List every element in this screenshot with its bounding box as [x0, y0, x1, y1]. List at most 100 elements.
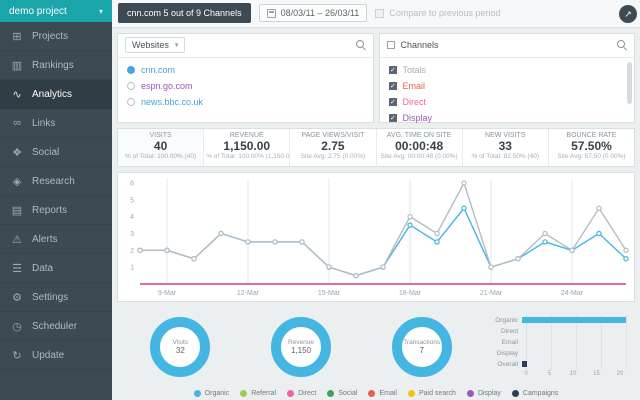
refresh-icon: ↻: [12, 349, 22, 362]
search-icon[interactable]: [617, 40, 627, 50]
project-selector[interactable]: demo project ▾: [0, 0, 112, 22]
svg-text:3: 3: [130, 231, 134, 238]
donut-ring: Visits 32: [150, 316, 211, 377]
channels-list: Totals Email Direct Display: [380, 58, 635, 130]
radio-icon[interactable]: [127, 65, 135, 74]
bar-label: Organic: [495, 316, 519, 324]
legend-item-email[interactable]: Email: [368, 389, 397, 397]
channel-item[interactable]: Email: [388, 78, 626, 94]
date-range-picker[interactable]: 08/03/11 – 26/03/11: [258, 4, 368, 23]
kpi-label: VISITS: [149, 131, 172, 139]
chevron-down-icon: ▾: [98, 6, 103, 16]
sidebar-item-scheduler[interactable]: ◷ Scheduler: [0, 312, 112, 341]
search-icon[interactable]: [355, 40, 366, 50]
legend-item-display[interactable]: Display: [466, 389, 501, 397]
checkbox-icon[interactable]: [388, 65, 397, 74]
radio-icon[interactable]: [127, 97, 135, 106]
kpi-subtext: Site Avg: 57.50 (0.00%): [557, 152, 626, 160]
selector-panels: Websites ▾ cnn.com espn.go.com news.bbc.…: [112, 28, 640, 128]
chart-legend: Organic Referral Direct Social Email Pai…: [112, 386, 640, 400]
svg-text:12-Mar: 12-Mar: [237, 290, 260, 297]
kpi-revenue[interactable]: REVENUE 1,150.00% of Total: 100.00% (1,15…: [204, 128, 291, 167]
kpi-subtext: Site Avg: 00:00:48 (0.00%): [380, 152, 458, 160]
select-all-checkbox[interactable]: [386, 41, 395, 50]
kpi-subtext: Site Avg: 2.75 (0.00%): [300, 152, 366, 160]
sidebar-item-label: Alerts: [32, 233, 58, 245]
kpi-value: 00:00:48: [395, 138, 444, 153]
line-chart-svg: 1 2 3 4 5 6 9-Mar 12-Mar 15-Mar 18-Mar 21-Mar 24-Ma…: [130, 179, 629, 297]
report-icon: ▤: [11, 204, 23, 217]
sidebar-item-alerts[interactable]: ⚠ Alerts: [0, 225, 112, 254]
sidebar-item-label: Data: [32, 262, 54, 274]
website-item[interactable]: espn.go.com: [127, 78, 364, 94]
sidebar-item-rankings[interactable]: ▥ Rankings: [0, 51, 112, 80]
sidebar-item-label: Research: [32, 175, 75, 187]
website-item[interactable]: cnn.com: [127, 62, 364, 78]
sidebar-item-label: Scheduler: [32, 320, 78, 332]
kpi-label: BOUNCE RATE: [566, 131, 617, 139]
sidebar-item-research[interactable]: ◈ Research: [0, 167, 112, 196]
website-item[interactable]: news.bbc.co.uk: [127, 94, 364, 110]
clock-icon: ◷: [12, 320, 22, 333]
donut-ring: Revenue 1,150: [271, 316, 331, 377]
sidebar-item-reports[interactable]: ▤ Reports: [0, 196, 112, 225]
sidebar-item-analytics[interactable]: ∿ Analytics: [0, 80, 112, 109]
sidebar-item-data[interactable]: ☰ Data: [0, 254, 112, 283]
share-icon: ↗: [624, 8, 632, 19]
kpi-label: NEW VISITS: [485, 131, 526, 139]
bar-row: Overall: [482, 359, 626, 370]
legend-item-direct[interactable]: Direct: [287, 389, 316, 397]
bar: [522, 361, 528, 368]
channels-panel-header: Channels: [379, 34, 634, 58]
checkbox-icon[interactable]: [388, 97, 397, 106]
bar: [522, 317, 627, 324]
legend-item-organic[interactable]: Organic: [193, 389, 229, 397]
website-label: espn.go.com: [141, 80, 193, 91]
kpi-value: 40: [153, 138, 168, 153]
share-button[interactable]: ↗: [619, 5, 637, 23]
kpi-visits[interactable]: VISITS 40% of Total: 100.00% (40): [118, 128, 205, 167]
legend-dot: [368, 389, 376, 397]
websites-dropdown-label: Websites: [132, 40, 169, 51]
legend-item-referral[interactable]: Referral: [240, 389, 276, 397]
kpi-time-on-site[interactable]: AVG. TIME ON SITE 00:00:48 Site Avg: 00:00…: [377, 128, 463, 167]
sidebar-item-links[interactable]: ∞ Links: [0, 109, 112, 138]
compare-label: Compare to previous period: [389, 8, 501, 19]
scrollbar[interactable]: [627, 61, 632, 104]
checkbox-icon[interactable]: [388, 81, 397, 90]
kpi-new-visits[interactable]: NEW VISITS 33% of Total: 82.50% (40): [463, 128, 549, 167]
channels-selector-button[interactable]: cnn.com 5 out of 9 Channels: [118, 3, 251, 24]
sidebar-item-projects[interactable]: ⊞ Projects: [0, 22, 112, 51]
sidebar-item-label: Social: [32, 146, 60, 158]
kpi-value: 2.75: [321, 138, 345, 153]
kpi-bounce-rate[interactable]: BOUNCE RATE 57.50% Site Avg: 57.50 (0.00%): [549, 129, 634, 167]
svg-text:1: 1: [130, 265, 134, 272]
channels-panel-title: Channels: [400, 40, 439, 51]
legend-item-paid-search[interactable]: Paid search: [407, 389, 456, 397]
legend-item-campaigns[interactable]: Campaigns: [511, 389, 558, 397]
chevron-down-icon: ▾: [174, 42, 179, 50]
svg-text:6: 6: [130, 181, 134, 188]
gear-icon: ⚙: [12, 291, 22, 304]
legend-item-social[interactable]: Social: [327, 389, 357, 397]
share-icon: ❖: [12, 146, 22, 159]
websites-dropdown[interactable]: Websites ▾: [125, 37, 186, 54]
compare-checkbox[interactable]: Compare to previous period: [375, 8, 500, 18]
checkbox-icon[interactable]: [388, 113, 397, 122]
timeseries-chart[interactable]: 1 2 3 4 5 6 9-Mar 12-Mar 15-Mar 18-Mar 21-Mar 24-Ma…: [117, 172, 635, 303]
kpi-pageviews[interactable]: PAGE VIEWS/VISIT 2.75 Site Avg: 2.75 (0.00…: [290, 128, 377, 167]
sidebar-item-settings[interactable]: ⚙ Settings: [0, 283, 112, 312]
legend-dot: [193, 389, 201, 397]
websites-panel-header: Websites ▾: [118, 34, 373, 58]
channel-item[interactable]: Totals: [388, 62, 626, 78]
website-label: news.bbc.co.uk: [141, 96, 204, 107]
checkbox-icon: [375, 8, 385, 18]
sidebar-item-social[interactable]: ❖ Social: [0, 138, 112, 167]
sidebar-item-update[interactable]: ↻ Update: [0, 341, 112, 370]
radio-icon[interactable]: [127, 81, 135, 90]
sidebar-item-label: Settings: [32, 291, 69, 303]
sidebar-item-label: Rankings: [32, 59, 74, 71]
project-name: demo project: [9, 5, 67, 17]
channel-item[interactable]: Display: [388, 110, 626, 126]
channel-item[interactable]: Direct: [388, 94, 626, 110]
